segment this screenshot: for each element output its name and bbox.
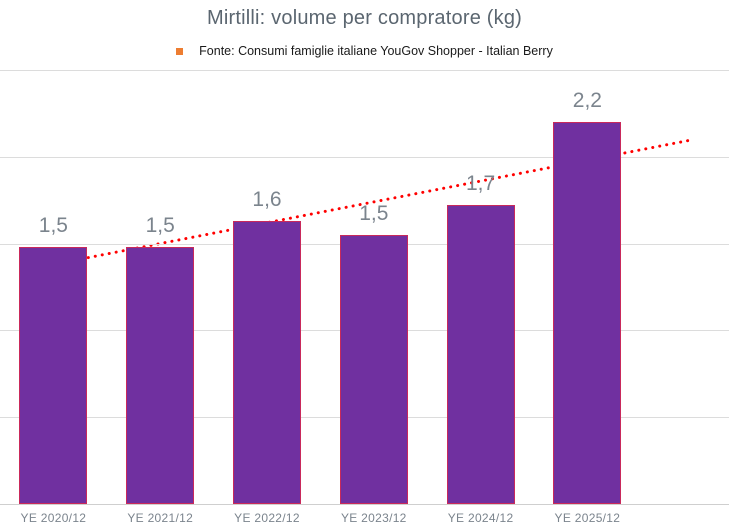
- bar-value-label: 1,7: [465, 172, 496, 196]
- bar-202312: [339, 234, 408, 504]
- x-axis-label: YE 2024/12: [447, 511, 514, 525]
- x-axis-label: YE 2023/12: [340, 511, 407, 525]
- bar-value-label: 1,5: [38, 214, 68, 238]
- gridline: [0, 156, 729, 158]
- gridline: [0, 70, 729, 71]
- legend-marker-icon: [176, 47, 184, 55]
- x-axis-label: YE 2020/12: [20, 511, 87, 525]
- x-axis-line: [0, 504, 729, 505]
- bar-value-label: 2,2: [572, 89, 602, 113]
- legend-label: Fonte: Consumi famiglie italiane YouGov …: [199, 44, 553, 58]
- bar-202112: [126, 247, 195, 504]
- bar-value-label: 1,6: [252, 188, 282, 211]
- bar-202212: [233, 221, 301, 504]
- bar-202512: [553, 122, 622, 504]
- x-axis-label: YE 2021/12: [127, 511, 194, 525]
- bar-202012: [19, 247, 88, 504]
- chart-title: Mirtilli: volume per compratore (kg): [206, 7, 523, 29]
- bar-value-label: 1,5: [145, 214, 175, 238]
- bar-202412: [446, 205, 515, 504]
- x-axis-label: YE 2025/12: [554, 511, 621, 525]
- x-axis-label: YE 2022/12: [234, 511, 300, 525]
- bar-value-label: 1,5: [359, 201, 389, 225]
- legend: Fonte: Consumi famiglie italiane YouGov …: [0, 44, 729, 58]
